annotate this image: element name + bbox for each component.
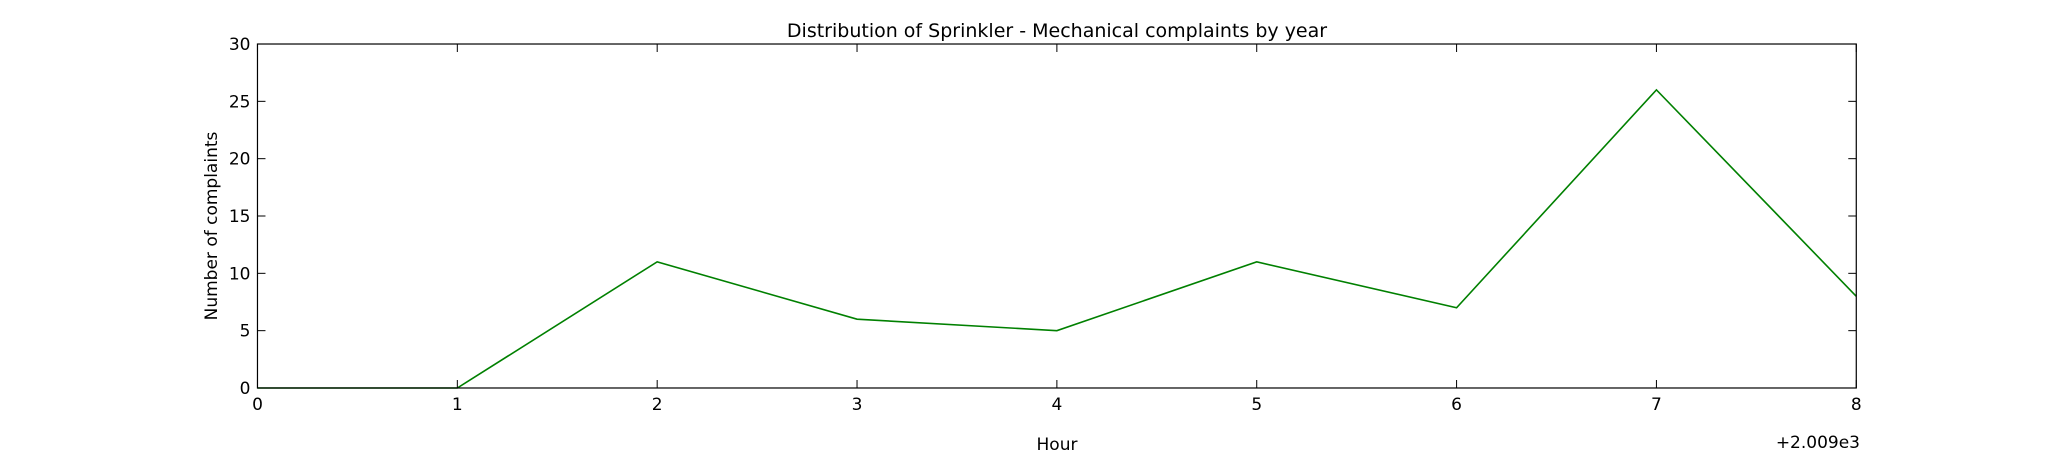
y-tick-label: 10 — [229, 264, 251, 284]
x-tick-label: 2 — [652, 395, 663, 415]
y-tick-label: 25 — [229, 92, 251, 112]
x-tick-label: 0 — [252, 395, 263, 415]
y-tick-label: 20 — [229, 150, 251, 170]
y-tick-label: 30 — [229, 35, 251, 55]
plot-area — [256, 43, 1857, 389]
y-axis: 0 5 10 15 20 25 30 — [229, 35, 1857, 399]
x-tick-label: 6 — [1451, 395, 1462, 415]
x-tick-label: 8 — [1851, 395, 1862, 415]
x-tick-label: 7 — [1651, 395, 1662, 415]
x-tick-label: 3 — [852, 395, 863, 415]
y-tick-label: 5 — [240, 322, 251, 342]
x-tick-label: 5 — [1251, 395, 1262, 415]
x-axis: 0 1 2 3 4 5 6 7 8 — [252, 44, 1862, 415]
plot-frame — [256, 43, 1857, 389]
chart-title: Distribution of Sprinkler - Mechanical c… — [787, 20, 1327, 42]
y-axis-label: Number of complaints — [202, 131, 222, 320]
x-tick-label: 1 — [452, 395, 463, 415]
y-tick-label: 15 — [229, 207, 251, 227]
x-tick-label: 4 — [1051, 395, 1062, 415]
series-line — [257, 88, 1857, 389]
y-tick-label: 0 — [240, 379, 251, 399]
x-axis-offset-label: +2.009e3 — [1776, 433, 1860, 450]
x-axis-label: Hour — [1037, 435, 1078, 450]
